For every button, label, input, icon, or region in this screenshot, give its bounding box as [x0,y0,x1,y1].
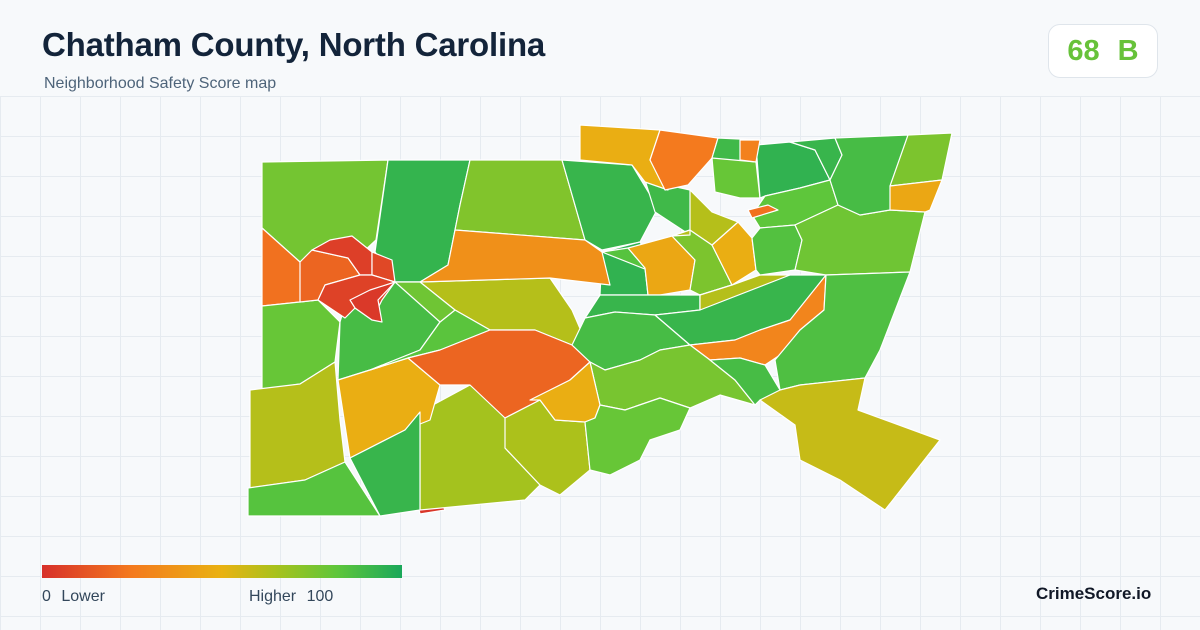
map-region-r07[interactable] [649,129,719,191]
page-subtitle: Neighborhood Safety Score map [44,75,277,92]
header-bar [0,0,1200,96]
legend-max-value: 100 [306,588,334,605]
score-grade: B [1117,34,1139,67]
map-region-r27[interactable] [349,281,396,323]
map-region-r40[interactable] [711,157,761,199]
map-region-r39[interactable] [671,189,739,246]
legend-high-label: Higher 100 [249,588,333,606]
map-region-r29[interactable] [419,229,611,286]
safety-score-badge: 68 B [1048,24,1158,78]
brand-logo-text[interactable]: CrimeScore.io [1036,584,1152,603]
map-region-r37[interactable] [699,274,791,311]
map-region-r28[interactable] [394,281,456,323]
map-region-r44[interactable] [751,224,803,276]
legend-min-value: 0 [42,588,51,605]
map-region-r55[interactable] [739,139,761,163]
map-region-r19[interactable] [349,411,421,517]
map-region-r53[interactable] [759,377,941,511]
legend-min-text: Lower [61,588,105,605]
page-title: Chatham County, North Carolina [42,26,546,63]
legend-low-label: 0 Lower [42,588,105,606]
score-value: 68 [1067,34,1100,67]
map-region-r48[interactable] [747,204,779,219]
map-region-r56[interactable] [584,397,691,476]
legend-max-text: Higher [249,588,297,605]
legend-color-scale [42,565,402,578]
map-region-r16[interactable] [247,461,381,517]
map-region-r49[interactable] [889,179,943,213]
